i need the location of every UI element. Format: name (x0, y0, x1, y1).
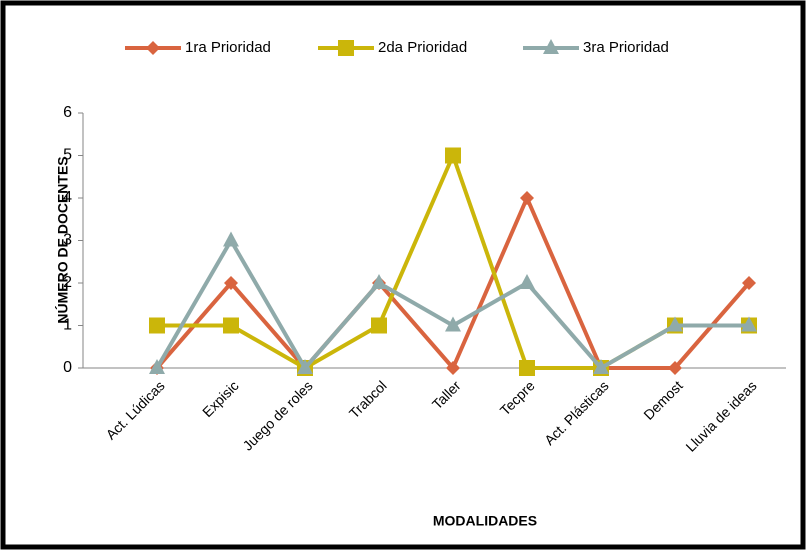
point (520, 191, 534, 205)
point (223, 317, 239, 334)
y-tick-label: 4 (63, 189, 72, 206)
legend-label: 3ra Prioridad (583, 39, 669, 56)
point (224, 276, 238, 290)
y-tick-label: 0 (63, 359, 72, 376)
point (593, 359, 609, 374)
point (543, 39, 559, 54)
point (668, 361, 682, 375)
y-axis-label: NÚMERO DE DOCENTES (54, 156, 71, 323)
point (371, 317, 387, 334)
point (742, 276, 756, 290)
point (297, 359, 313, 374)
point (146, 41, 160, 55)
point (149, 359, 165, 374)
y-tick-label: 3 (63, 232, 72, 249)
point (741, 316, 757, 332)
y-tick-label: 2 (63, 274, 72, 291)
point (338, 40, 354, 56)
point (519, 360, 535, 376)
point (445, 316, 461, 332)
point (445, 147, 461, 164)
point (149, 317, 165, 334)
x-axis-label: MODALIDADES (433, 513, 537, 529)
point (371, 274, 387, 289)
y-tick-label: 1 (63, 317, 72, 334)
point (223, 231, 239, 247)
point (446, 361, 460, 375)
legend-label: 1ra Prioridad (185, 39, 271, 56)
legend-label: 2da Prioridad (378, 39, 467, 56)
point (667, 316, 683, 332)
y-tick-label: 5 (63, 147, 72, 164)
point (519, 274, 535, 289)
y-tick-label: 6 (63, 104, 72, 121)
